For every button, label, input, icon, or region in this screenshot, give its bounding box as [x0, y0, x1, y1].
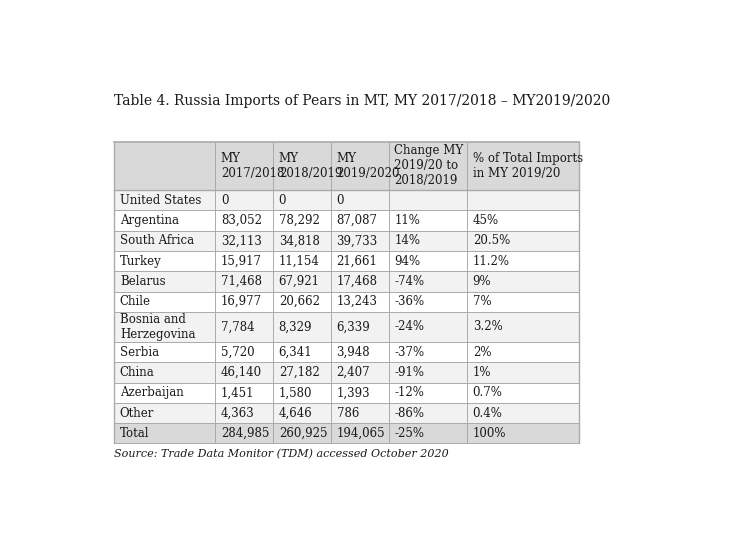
Text: 8,329: 8,329 [279, 321, 313, 333]
Text: 4,646: 4,646 [279, 407, 313, 420]
Text: Source: Trade Data Monitor (TDM) accessed October 2020: Source: Trade Data Monitor (TDM) accesse… [114, 448, 449, 459]
Text: -37%: -37% [395, 346, 425, 359]
Text: 7%: 7% [473, 295, 491, 308]
Text: MY
2017/2018: MY 2017/2018 [221, 152, 284, 180]
Text: 46,140: 46,140 [221, 366, 262, 379]
Bar [114, 251, 580, 271]
Text: Chile: Chile [120, 295, 151, 308]
Text: 2%: 2% [473, 346, 491, 359]
Text: 87,087: 87,087 [337, 214, 378, 227]
Text: 11.2%: 11.2% [473, 255, 509, 267]
Text: 2,407: 2,407 [337, 366, 370, 379]
Bar [114, 271, 580, 292]
Bar [114, 362, 580, 383]
Text: -12%: -12% [395, 386, 425, 399]
Text: Belarus: Belarus [120, 275, 165, 288]
Text: 6,341: 6,341 [279, 346, 313, 359]
Text: -91%: -91% [395, 366, 425, 379]
Text: 100%: 100% [473, 427, 507, 440]
Text: 20.5%: 20.5% [473, 235, 510, 247]
Text: 1,580: 1,580 [279, 386, 313, 399]
Bar [114, 423, 580, 443]
Text: -36%: -36% [395, 295, 425, 308]
Text: 32,113: 32,113 [221, 235, 262, 247]
Text: 27,182: 27,182 [279, 366, 319, 379]
Text: China: China [120, 366, 154, 379]
Bar [114, 292, 580, 312]
Text: 0: 0 [337, 194, 344, 207]
Text: 20,662: 20,662 [279, 295, 320, 308]
Text: 0.7%: 0.7% [473, 386, 503, 399]
Text: 1%: 1% [473, 366, 491, 379]
Text: 15,917: 15,917 [221, 255, 262, 267]
Text: -86%: -86% [395, 407, 425, 420]
Text: MY
2019/2020: MY 2019/2020 [337, 152, 400, 180]
Text: 0.4%: 0.4% [473, 407, 503, 420]
Bar [114, 210, 580, 231]
Text: 9%: 9% [473, 275, 491, 288]
Text: 94%: 94% [395, 255, 421, 267]
Bar [114, 190, 580, 210]
Text: 34,818: 34,818 [279, 235, 320, 247]
Text: 21,661: 21,661 [337, 255, 378, 267]
Text: 13,243: 13,243 [337, 295, 378, 308]
Text: 3.2%: 3.2% [473, 321, 502, 333]
Bar [114, 231, 580, 251]
Text: South Africa: South Africa [120, 235, 194, 247]
Text: 67,921: 67,921 [279, 275, 320, 288]
Text: 7,784: 7,784 [221, 321, 255, 333]
Bar [114, 383, 580, 403]
Text: 3,948: 3,948 [337, 346, 370, 359]
Text: 14%: 14% [395, 235, 420, 247]
Text: -74%: -74% [395, 275, 425, 288]
Text: 83,052: 83,052 [221, 214, 262, 227]
Text: MY
2018/2019: MY 2018/2019 [279, 152, 342, 180]
Text: 284,985: 284,985 [221, 427, 269, 440]
Text: 16,977: 16,977 [221, 295, 262, 308]
Text: Azerbaijan: Azerbaijan [120, 386, 184, 399]
Text: -24%: -24% [395, 321, 425, 333]
Text: 11%: 11% [395, 214, 420, 227]
Text: 78,292: 78,292 [279, 214, 320, 227]
Text: % of Total Imports
in MY 2019/20: % of Total Imports in MY 2019/20 [473, 152, 583, 180]
Text: 786: 786 [337, 407, 359, 420]
Text: 4,363: 4,363 [221, 407, 255, 420]
Text: Serbia: Serbia [120, 346, 159, 359]
Text: 0: 0 [221, 194, 228, 207]
Text: 0: 0 [279, 194, 286, 207]
Text: United States: United States [120, 194, 201, 207]
Text: 17,468: 17,468 [337, 275, 378, 288]
Text: 39,733: 39,733 [337, 235, 378, 247]
Text: -25%: -25% [395, 427, 425, 440]
Text: 45%: 45% [473, 214, 498, 227]
Text: Total: Total [120, 427, 149, 440]
Text: 11,154: 11,154 [279, 255, 320, 267]
Text: 71,468: 71,468 [221, 275, 262, 288]
Text: 6,339: 6,339 [337, 321, 370, 333]
Text: 1,451: 1,451 [221, 386, 254, 399]
Text: Table 4. Russia Imports of Pears in MT, MY 2017/2018 – MY2019/2020: Table 4. Russia Imports of Pears in MT, … [114, 94, 610, 108]
Text: Turkey: Turkey [120, 255, 162, 267]
Text: Other: Other [120, 407, 154, 420]
Text: 5,720: 5,720 [221, 346, 255, 359]
Bar [114, 403, 580, 423]
Text: Argentina: Argentina [120, 214, 179, 227]
Text: Bosnia and
Herzegovina: Bosnia and Herzegovina [120, 313, 195, 341]
Bar [114, 312, 580, 342]
Text: Change MY
2019/20 to
2018/2019: Change MY 2019/20 to 2018/2019 [395, 145, 463, 187]
Bar [114, 142, 580, 190]
Text: 260,925: 260,925 [279, 427, 327, 440]
Text: 1,393: 1,393 [337, 386, 370, 399]
Bar [114, 342, 580, 362]
Text: 194,065: 194,065 [337, 427, 385, 440]
